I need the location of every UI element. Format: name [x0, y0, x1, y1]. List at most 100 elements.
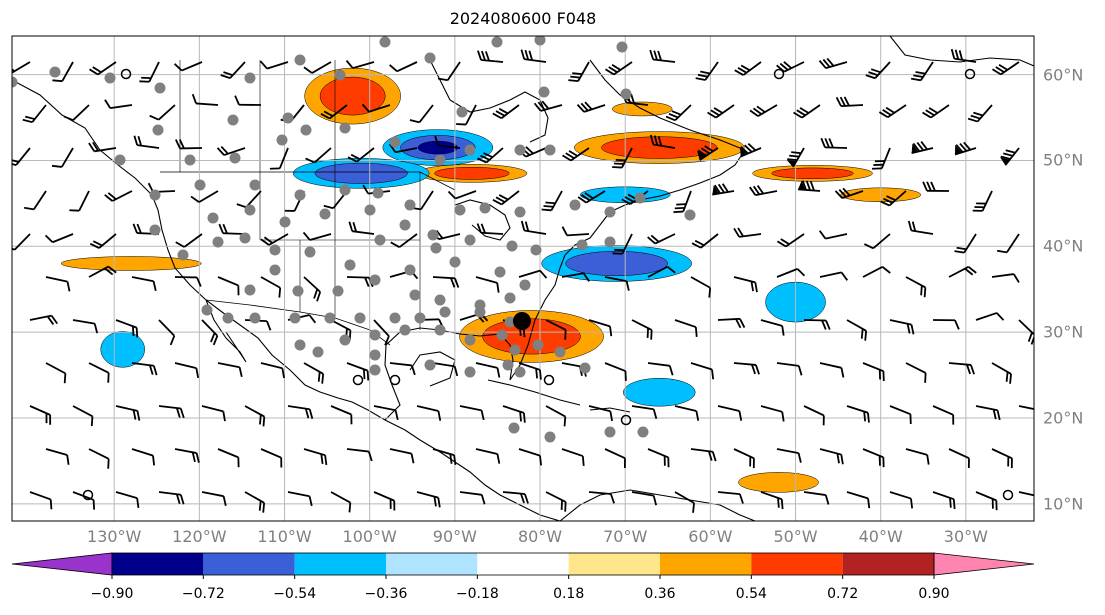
station-dot [427, 229, 439, 241]
station-dot [554, 346, 566, 358]
station-dot [294, 189, 306, 201]
great-lakes [454, 199, 511, 241]
wind-barb [948, 265, 977, 278]
station-dot [104, 72, 116, 84]
wind-barb [416, 405, 442, 421]
station-dot [114, 154, 126, 166]
wind-barb [612, 147, 633, 169]
colorbar-segment [660, 553, 752, 575]
wind-barb [409, 104, 434, 124]
station-dot [530, 244, 542, 256]
station-dot [439, 306, 451, 318]
wind-barb [217, 448, 240, 468]
wind-barb [287, 491, 313, 507]
colorbar-segment [568, 553, 660, 575]
station-dot [279, 216, 291, 228]
lat-tick-label: 30°N [1043, 322, 1084, 342]
lat-tick-label: 60°N [1043, 65, 1084, 85]
wind-barb [545, 491, 567, 512]
wind-barb [972, 190, 993, 212]
wind-barb [437, 61, 461, 82]
wind-barb [502, 405, 526, 423]
station-dot [294, 339, 306, 351]
coastline-labrador [589, 59, 746, 151]
wind-barb [131, 448, 156, 466]
wind-barb [631, 319, 653, 340]
anomaly-contour [623, 377, 696, 407]
wind-barb [922, 104, 950, 119]
colorbar-tick-label: 0.72 [827, 586, 859, 602]
wind-barb [29, 314, 59, 325]
map-frame [11, 35, 1035, 522]
wind-barb [12, 147, 31, 166]
station-dot [456, 106, 468, 118]
wind-barb [932, 405, 955, 425]
wind-barb [647, 233, 676, 245]
station-dot [404, 264, 416, 276]
station-dot [300, 124, 312, 136]
wind-barb [260, 233, 289, 246]
wind-barb [234, 95, 262, 106]
wind-barb [72, 405, 94, 427]
anomaly-contour [738, 472, 819, 493]
station-dot [434, 324, 446, 336]
wind-barb [361, 103, 391, 113]
wind-barb [691, 233, 719, 249]
anomaly-contour [100, 331, 145, 368]
station-dot [491, 36, 503, 48]
wind-barb [880, 190, 907, 207]
wind-barb [975, 312, 1005, 321]
wind-barb [434, 135, 461, 149]
station-dot [369, 274, 381, 286]
station-dot [620, 88, 632, 100]
colorbar [11, 552, 1035, 579]
wind-barb [456, 104, 477, 126]
station-dot [212, 236, 224, 248]
lon-tick-label: 50°W [773, 527, 818, 546]
wind-barb [818, 230, 848, 240]
colorbar-tick-label: −0.54 [273, 586, 317, 602]
station-dot [379, 36, 391, 48]
wind-barb [201, 491, 227, 506]
wind-barb [862, 448, 885, 468]
wind-barb [932, 491, 956, 510]
wind-barb [818, 57, 848, 70]
anomaly-contour [565, 250, 668, 276]
colorbar-tick-label: −0.18 [455, 586, 499, 602]
wind-barb [588, 319, 613, 337]
wind-barb [1018, 405, 1034, 412]
station-dot [544, 144, 556, 156]
wind-barb [373, 405, 399, 421]
station-dot [369, 329, 381, 341]
wind-barb [476, 223, 504, 235]
wind-barb [389, 448, 415, 464]
wind-barb [217, 276, 240, 296]
wind-barb [475, 448, 501, 464]
map-area [12, 36, 1034, 521]
wind-barb [954, 233, 977, 254]
colorbar-segment [751, 553, 843, 575]
wind-barb [862, 266, 891, 278]
colorbar-frame [111, 552, 935, 576]
station-dot [269, 244, 281, 256]
wind-barb [216, 145, 246, 156]
markers-layer [82, 68, 1014, 501]
wind-barb [518, 362, 542, 380]
wind-barb [631, 491, 658, 506]
wind-barb [190, 190, 219, 203]
wind-barb [12, 61, 31, 75]
wind-barb [174, 362, 200, 379]
wind-barb [991, 362, 1012, 384]
wind-barb [115, 405, 141, 421]
station-dot [434, 294, 446, 306]
wind-barb [647, 362, 674, 376]
wind-barb [373, 319, 390, 346]
station-dot [399, 219, 411, 231]
station-dot [616, 41, 628, 53]
station-dot [479, 202, 491, 214]
wind-barb [975, 405, 1001, 421]
anomaly-contour [771, 167, 854, 180]
wind-barb [776, 448, 802, 463]
wind-barb [717, 317, 746, 329]
wind-barb [674, 319, 698, 337]
